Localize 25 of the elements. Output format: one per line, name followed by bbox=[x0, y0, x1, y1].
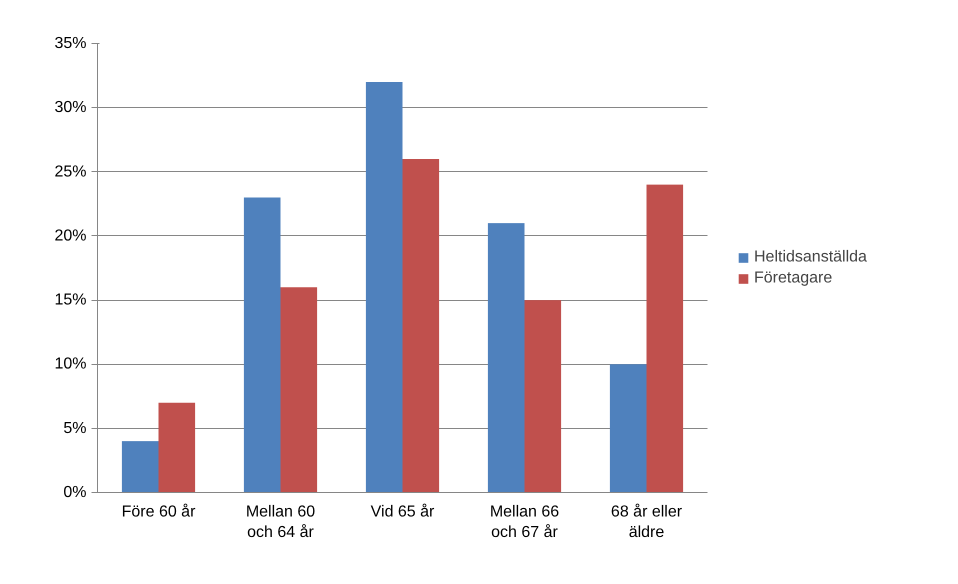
y-tick-label: 15% bbox=[54, 292, 87, 309]
y-tick-label: 10% bbox=[54, 356, 87, 373]
x-tick-label: Före 60 år bbox=[122, 504, 196, 520]
bar bbox=[244, 197, 280, 492]
bar bbox=[610, 364, 646, 492]
y-tick-label: 0% bbox=[63, 484, 86, 501]
bar bbox=[402, 158, 440, 492]
y-tick-label: 25% bbox=[54, 163, 87, 180]
bar bbox=[524, 300, 562, 492]
bar bbox=[488, 223, 524, 492]
x-tick-label: Mellan 60 och 64 år bbox=[246, 504, 316, 541]
bar bbox=[366, 82, 402, 492]
y-tick-label: 30% bbox=[54, 99, 87, 116]
bar bbox=[646, 184, 684, 492]
bar bbox=[122, 441, 158, 492]
x-tick-label: Vid 65 år bbox=[370, 504, 436, 520]
legend-label: Heltidsanställda bbox=[754, 248, 867, 266]
bar bbox=[158, 402, 196, 492]
y-tick-label: 20% bbox=[54, 227, 87, 244]
y-tick-label: 35% bbox=[54, 35, 87, 52]
x-tick-label: 68 år eller äldre bbox=[610, 504, 683, 541]
bar bbox=[280, 287, 318, 492]
y-tick-label: 5% bbox=[63, 420, 86, 437]
legend-label: Företagare bbox=[754, 269, 832, 287]
x-tick-label: Mellan 66 och 67 år bbox=[490, 504, 560, 541]
